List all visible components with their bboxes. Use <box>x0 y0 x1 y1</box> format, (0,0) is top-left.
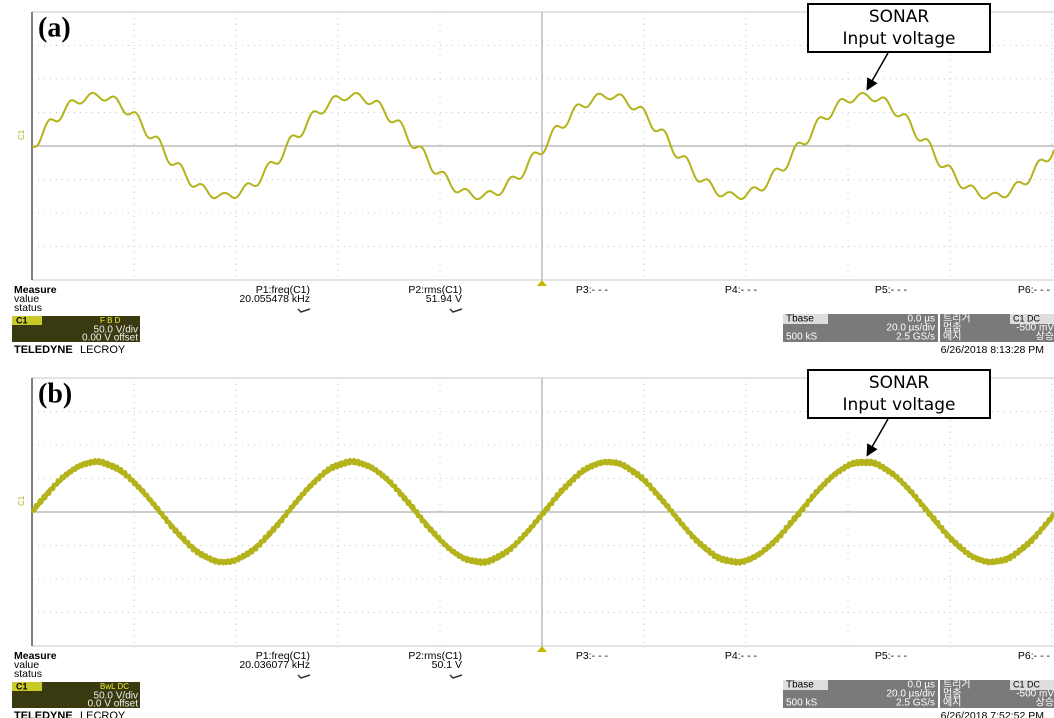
param-name: P6:- - - <box>1018 284 1051 296</box>
status-check <box>450 675 462 678</box>
channel-marker: C1 <box>17 129 26 140</box>
annotation-line: Input voltage <box>843 395 956 415</box>
param-name: P5:- - - <box>875 650 908 662</box>
channel-name: C1 <box>16 681 28 691</box>
panel-label: (a) <box>38 12 71 43</box>
brand: TELEDYNE <box>14 710 73 718</box>
trigger-slope: 상승 <box>1036 697 1054 709</box>
param-value: 51.94 V <box>426 293 462 305</box>
param-name: P4:- - - <box>725 284 758 296</box>
trigger-slope: 상승 <box>1036 331 1054 343</box>
annotation-line: SONAR <box>869 373 930 393</box>
timebase-title: Tbase <box>786 680 814 691</box>
panel-label: (b) <box>38 378 72 409</box>
timebase-rate: 2.5 GS/s <box>896 698 935 709</box>
param-value: 20.055478 kHz <box>239 293 310 305</box>
measure-row: status <box>14 668 42 680</box>
measure-row: status <box>14 302 42 314</box>
param-name: P6:- - - <box>1018 650 1051 662</box>
param-value: 50.1 V <box>432 659 462 671</box>
param-name: P3:- - - <box>576 650 609 662</box>
timebase-title: Tbase <box>786 314 814 325</box>
timestamp: 6/26/2018 7:52:52 PM <box>941 710 1044 718</box>
brand: LECROY <box>80 344 126 356</box>
timebase-samples: 500 kS <box>786 332 817 343</box>
channel-offset: 0.00 V offset <box>82 333 138 344</box>
param-name: P3:- - - <box>576 284 609 296</box>
status-check <box>298 309 310 312</box>
figure: C1(a)SONARInput voltageMeasurevaluestatu… <box>0 0 1054 718</box>
trigger-marker <box>537 646 547 652</box>
param-value: 20.036077 kHz <box>239 659 310 671</box>
channel-offset: 0.0 V offset <box>88 699 139 710</box>
status-check <box>450 309 462 312</box>
brand: TELEDYNE <box>14 344 73 356</box>
timestamp: 6/26/2018 8:13:28 PM <box>941 344 1044 356</box>
status-check <box>298 675 310 678</box>
trigger-type: 에지 <box>943 697 961 709</box>
brand: LECROY <box>80 710 126 718</box>
param-name: P5:- - - <box>875 284 908 296</box>
trigger-type: 에지 <box>943 331 961 343</box>
annotation-arrow <box>868 419 888 454</box>
annotation-line: Input voltage <box>843 29 956 49</box>
channel-marker: C1 <box>17 495 26 506</box>
annotation-arrow <box>868 53 888 88</box>
annotation-line: SONAR <box>869 7 930 27</box>
param-name: P4:- - - <box>725 650 758 662</box>
timebase-samples: 500 kS <box>786 698 817 709</box>
trigger-marker <box>537 280 547 286</box>
timebase-rate: 2.5 GS/s <box>896 332 935 343</box>
channel-name: C1 <box>16 315 28 325</box>
